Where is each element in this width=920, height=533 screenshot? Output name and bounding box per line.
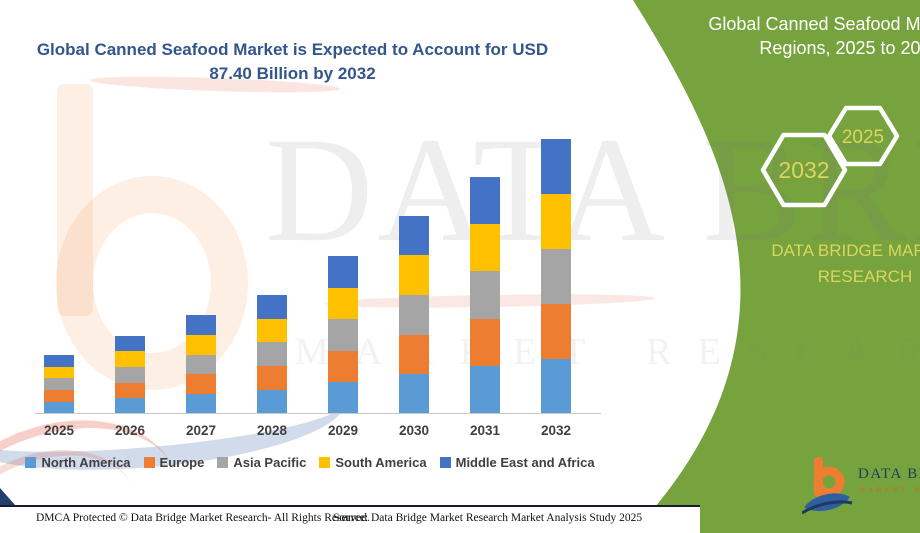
legend-label-europe: Europe <box>159 454 205 470</box>
segment-north-america <box>44 402 74 414</box>
legend-swatch-south-america <box>319 456 331 468</box>
chart-legend: North America Europe Asia Pacific South Ame… <box>10 452 610 472</box>
panel-brand-wordmark: DATA BRIDGE MARKET RESEARCH <box>771 241 920 286</box>
legend-item-south-america: South America <box>319 454 427 470</box>
bar-2031 <box>470 177 500 414</box>
legend-item-middle-east-and-africa: Middle East and Africa <box>439 454 595 470</box>
segment-north-america <box>257 390 287 414</box>
legend-label-north-america: North America <box>41 454 131 470</box>
x-tick-2032: 2032 <box>540 423 572 438</box>
x-tick-2030: 2030 <box>398 423 430 438</box>
legend-item-asia-pacific: Asia Pacific <box>217 455 306 470</box>
x-tick-2031: 2031 <box>469 423 501 438</box>
bar-2025 <box>44 354 74 414</box>
x-axis-labels: 2025 2026 2027 2028 2029 2030 2031 2032 <box>35 423 600 441</box>
segment-south-america <box>115 351 145 367</box>
x-tick-2028: 2028 <box>256 423 288 438</box>
segment-south-america <box>186 334 216 355</box>
segment-north-america <box>328 382 358 414</box>
bar-2028 <box>257 295 287 414</box>
segment-north-america <box>186 394 216 414</box>
segment-europe <box>186 374 216 395</box>
footer-dmca-text: DMCA Protected © Data Bridge Market Rese… <box>36 512 370 524</box>
segment-south-america <box>541 193 571 249</box>
legend-swatch-north-america <box>25 456 37 468</box>
legend-label-south-america: South America <box>335 454 427 470</box>
segment-north-america <box>541 358 571 414</box>
segment-europe <box>541 303 571 359</box>
segment-europe <box>115 382 145 399</box>
logo-name-text: DATA BRIDGE <box>858 466 920 482</box>
segment-middle-east-and-africa <box>470 177 500 225</box>
legend-swatch-europe <box>143 456 155 468</box>
segment-asia-pacific <box>44 378 74 391</box>
x-tick-2029: 2029 <box>327 423 359 438</box>
segment-middle-east-and-africa <box>186 314 216 335</box>
segment-europe <box>328 350 358 383</box>
segment-asia-pacific <box>257 342 287 367</box>
segment-asia-pacific <box>470 271 500 319</box>
footer-bar: DMCA Protected © Data Bridge Market Rese… <box>0 505 700 533</box>
legend-label-middle-east-and-africa: Middle East and Africa <box>455 454 595 470</box>
legend-item-north-america: North America <box>25 454 131 470</box>
x-axis-line <box>35 413 601 414</box>
segment-asia-pacific <box>541 248 571 304</box>
x-tick-2027: 2027 <box>185 423 217 438</box>
segment-middle-east-and-africa <box>541 139 571 194</box>
legend-swatch-asia-pacific <box>217 456 229 468</box>
footer-source-text: Source: Data Bridge Market Research Mark… <box>333 512 643 524</box>
x-tick-2025: 2025 <box>43 423 75 438</box>
hexagon-2032-icon <box>760 132 848 208</box>
panel-heading: Global Canned Seafood Market, By Regions… <box>708 14 920 59</box>
segment-middle-east-and-africa <box>44 354 74 367</box>
bar-2032 <box>541 139 571 414</box>
segment-europe <box>257 366 287 391</box>
segment-south-america <box>470 224 500 272</box>
segment-asia-pacific <box>115 366 145 383</box>
legend-swatch-middle-east-and-africa <box>439 456 451 468</box>
segment-europe <box>399 334 429 375</box>
segment-south-america <box>257 318 287 343</box>
hexagon-2025-label: 2025 <box>842 127 884 148</box>
legend-item-europe: Europe <box>143 454 205 470</box>
segment-middle-east-and-africa <box>257 295 287 319</box>
x-tick-2026: 2026 <box>114 423 146 438</box>
segment-middle-east-and-africa <box>399 216 429 256</box>
hexagon-2025-icon <box>826 105 900 167</box>
bar-2030 <box>399 216 429 414</box>
segment-south-america <box>328 287 358 319</box>
segment-asia-pacific <box>186 354 216 375</box>
segment-north-america <box>470 366 500 414</box>
year-hexagons: 2032 2025 <box>760 105 900 208</box>
chart-title: Global Canned Seafood Market is Expected… <box>36 40 549 83</box>
segment-asia-pacific <box>399 295 429 335</box>
segment-europe <box>44 390 74 403</box>
segment-middle-east-and-africa <box>115 335 145 352</box>
stacked-bar-chart <box>35 139 600 414</box>
legend-label-asia-pacific: Asia Pacific <box>233 454 307 470</box>
data-bridge-logo-icon <box>802 457 853 515</box>
bar-2027 <box>186 314 216 414</box>
logo-tagline-text: MARKET RESEARCH <box>859 487 920 494</box>
segment-south-america <box>44 366 74 379</box>
segment-asia-pacific <box>328 318 358 351</box>
segment-middle-east-and-africa <box>328 256 358 288</box>
bar-2029 <box>328 256 358 414</box>
bar-2026 <box>115 335 145 414</box>
segment-north-america <box>399 374 429 414</box>
segment-north-america <box>115 398 145 414</box>
segment-europe <box>470 318 500 367</box>
segment-south-america <box>399 255 429 296</box>
hexagon-2032-label: 2032 <box>778 157 829 183</box>
